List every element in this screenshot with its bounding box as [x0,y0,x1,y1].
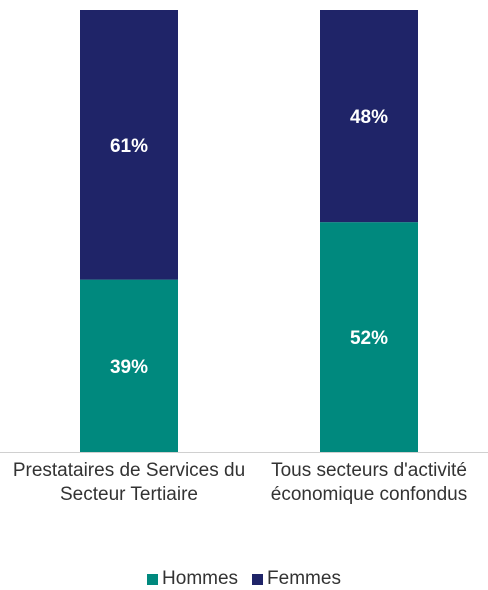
bar-segment [80,10,178,280]
legend-item: Hommes [147,568,238,590]
value-label: 48% [350,107,388,128]
bar-segment [320,222,418,452]
chart: 39% 61% 52% 48% [0,10,488,453]
bar-segment [320,10,418,223]
x-tick-label: Prestataires de Services du Secteur Tert… [12,460,246,505]
value-label: 39% [110,357,148,378]
value-label: 61% [110,136,148,157]
legend-item: Femmes [252,568,341,590]
x-tick-label: Tous secteurs d'activité économique conf… [270,460,468,505]
legend-label: Hommes [162,568,239,589]
legend-label: Femmes [267,568,341,589]
value-label: 52% [350,328,388,349]
legend: Hommes Femmes [0,568,488,590]
bar-segment [80,279,178,452]
legend-swatch [252,573,264,585]
legend-swatch [147,573,159,585]
